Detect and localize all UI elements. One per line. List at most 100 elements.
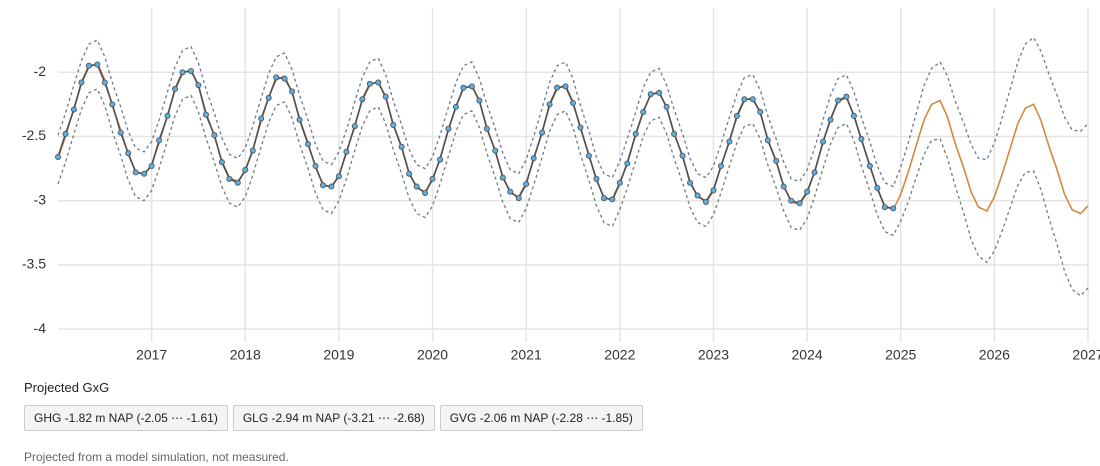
observation	[741, 96, 748, 103]
observation	[702, 198, 709, 205]
observation	[717, 163, 724, 170]
observation	[593, 175, 600, 182]
observation	[164, 112, 171, 119]
chart: -4 -3.5 -3 -2.5 -2 2017 2018 2019 2020 2021 2022 20…	[22, 8, 1100, 363]
observation	[562, 83, 569, 90]
observation	[242, 166, 249, 173]
observation	[85, 62, 92, 69]
observation	[570, 100, 577, 107]
observation	[788, 197, 795, 204]
observation	[780, 183, 787, 190]
observation	[445, 125, 452, 132]
observation	[141, 170, 148, 177]
observation	[211, 132, 218, 139]
observation	[109, 101, 116, 108]
observation	[764, 137, 771, 144]
chip[interactable]: GLG -2.94 m NAP (-3.21 ⋯ -2.68)	[232, 405, 435, 431]
observation	[305, 141, 312, 148]
observation	[866, 163, 873, 170]
observation	[804, 188, 811, 195]
observation	[749, 96, 756, 103]
observation	[679, 152, 686, 159]
observation	[656, 89, 663, 96]
observation	[382, 93, 389, 100]
observation	[117, 129, 124, 136]
observation	[773, 157, 780, 164]
x-tick-label: 2017	[136, 347, 167, 363]
observation	[796, 200, 803, 207]
y-tick-label: -3	[34, 191, 47, 207]
observation	[258, 115, 265, 122]
observation	[226, 175, 233, 182]
observation	[234, 179, 241, 186]
observation	[811, 169, 818, 176]
observation	[507, 188, 514, 195]
observation	[554, 84, 561, 91]
observation	[624, 160, 631, 167]
observation	[647, 91, 654, 98]
observation	[296, 116, 303, 123]
x-tick-label: 2024	[792, 347, 823, 363]
observation	[265, 94, 272, 101]
y-tick-label: -2	[34, 63, 47, 79]
observation	[483, 125, 490, 132]
observation	[328, 183, 335, 190]
observation	[858, 136, 865, 143]
observation	[694, 192, 701, 199]
observation	[335, 173, 342, 180]
x-tick-label: 2018	[230, 347, 261, 363]
observation	[850, 112, 857, 119]
observation	[413, 183, 420, 190]
series-line	[57, 62, 1089, 215]
observation	[70, 106, 77, 113]
observation	[663, 103, 670, 110]
observation	[366, 80, 373, 87]
observation	[390, 121, 397, 128]
note: Projected from a model simulation, not m…	[24, 450, 289, 464]
observation	[843, 93, 850, 100]
observation	[249, 147, 256, 154]
observation	[515, 195, 522, 202]
observation	[273, 74, 280, 81]
chip[interactable]: GVG -2.06 m NAP (-2.28 ⋯ -1.85)	[439, 405, 643, 431]
observation	[499, 174, 506, 181]
observation	[632, 130, 639, 137]
panel-title: Projected GxG	[24, 380, 110, 395]
observation	[78, 79, 85, 86]
observation	[406, 170, 413, 177]
observation	[148, 163, 155, 170]
band-line	[57, 36, 1089, 188]
observation	[710, 187, 717, 194]
observation	[671, 130, 678, 137]
observation	[460, 84, 467, 91]
observation	[476, 97, 483, 104]
observation	[289, 88, 296, 95]
observation	[172, 85, 179, 92]
x-tick-label: 2025	[885, 347, 916, 363]
x-tick-label: 2026	[979, 347, 1010, 363]
chips: GHG -1.82 m NAP (-2.05 ⋯ -1.61) GLG -2.9…	[24, 405, 643, 431]
observation	[343, 148, 350, 155]
x-tick-label: 2022	[604, 347, 635, 363]
observation	[195, 82, 202, 89]
x-tick-label: 2020	[417, 347, 448, 363]
band-line	[57, 88, 1089, 297]
observation	[179, 69, 186, 76]
observation	[94, 61, 101, 68]
observation	[359, 96, 366, 103]
observation	[609, 196, 616, 203]
x-tick-label: 2027	[1072, 347, 1100, 363]
chip[interactable]: GHG -1.82 m NAP (-2.05 ⋯ -1.61)	[24, 405, 228, 431]
observation	[437, 156, 444, 163]
observation	[585, 152, 592, 159]
observation	[62, 130, 69, 137]
observation	[523, 180, 530, 187]
observation	[429, 175, 436, 182]
x-tick-label: 2021	[511, 347, 542, 363]
observation	[351, 123, 358, 130]
observation	[218, 159, 225, 166]
x-tick-label: 2023	[698, 347, 729, 363]
observation	[616, 179, 623, 186]
observation	[375, 79, 382, 86]
